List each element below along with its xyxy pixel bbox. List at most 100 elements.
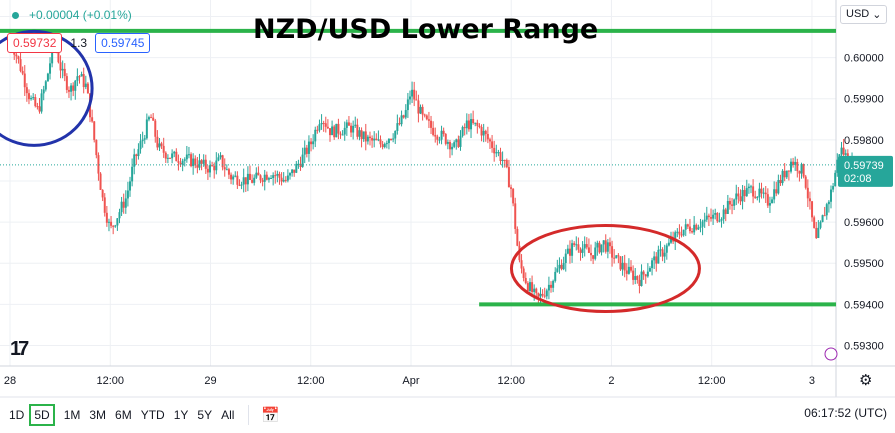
candle — [821, 214, 824, 223]
candle-body — [516, 228, 519, 246]
candle — [457, 135, 460, 148]
candle-body — [27, 93, 30, 100]
candle — [93, 120, 96, 143]
x-tick-label: 12:00 — [497, 375, 525, 387]
candle-body — [556, 268, 559, 272]
candle — [272, 172, 275, 186]
candle — [520, 254, 523, 274]
range-1y-button[interactable]: 1Y — [173, 408, 189, 422]
candle-body — [743, 189, 746, 197]
tradingview-logo[interactable]: 17 — [10, 338, 29, 360]
gear-icon[interactable]: ⚙ — [859, 372, 873, 389]
candle-body — [394, 130, 397, 139]
candle-body — [590, 252, 593, 256]
candle — [297, 159, 300, 169]
candle-body — [630, 266, 633, 271]
candle — [36, 102, 39, 110]
candle — [539, 287, 542, 305]
candle — [651, 257, 654, 276]
candle — [781, 169, 784, 186]
candle-body — [408, 96, 411, 100]
range-all-button[interactable]: All — [221, 408, 235, 422]
candle-body — [196, 165, 199, 168]
candle-body — [133, 154, 136, 167]
candle-body — [560, 264, 563, 270]
candle — [817, 220, 820, 239]
candle-body — [505, 160, 508, 168]
candle — [665, 243, 668, 260]
range-5d-button[interactable]: 5D — [29, 404, 55, 426]
quote-row: 0.59732 1.3 0.59745 — [7, 33, 151, 53]
candle-body — [154, 120, 157, 137]
candle-body — [651, 260, 654, 269]
candle-body — [261, 180, 264, 182]
candle-body — [796, 161, 799, 172]
candle — [773, 181, 776, 204]
candle-body — [219, 155, 222, 158]
candle — [484, 129, 487, 142]
candle-body — [280, 177, 283, 182]
candle-body — [688, 226, 691, 232]
candle — [602, 240, 605, 253]
sell-price-button[interactable]: 0.59732 — [7, 33, 63, 53]
candle-body — [166, 157, 169, 159]
candle — [190, 152, 193, 168]
candle — [463, 123, 466, 136]
candle-body — [564, 253, 567, 263]
candle — [80, 71, 83, 77]
range-6m-button[interactable]: 6M — [115, 408, 132, 422]
candle — [366, 134, 369, 145]
candle — [678, 224, 681, 240]
x-tick-label: Apr — [402, 375, 419, 387]
candle-body — [766, 194, 769, 206]
candle-body — [232, 176, 235, 180]
range-3m-button[interactable]: 3M — [89, 408, 107, 422]
candle — [777, 174, 780, 195]
candle — [608, 237, 611, 254]
candle-body — [400, 115, 403, 125]
utc-clock[interactable]: 06:17:52 (UTC) — [804, 406, 887, 420]
candle-body — [545, 290, 548, 297]
candle — [248, 165, 251, 181]
candle-body — [636, 276, 639, 280]
candle-body — [731, 204, 734, 206]
candle-body — [173, 151, 176, 154]
candle — [806, 179, 809, 208]
candle — [787, 170, 790, 181]
candle-body — [240, 184, 243, 186]
candle-body — [177, 161, 180, 163]
range-1d-button[interactable]: 1D — [9, 408, 25, 422]
candle-body — [615, 255, 618, 259]
candle — [760, 182, 763, 199]
buy-price-button[interactable]: 0.59745 — [95, 33, 151, 53]
range-1m-button[interactable]: 1M — [63, 408, 81, 422]
candle-body — [293, 169, 296, 173]
candle-body — [305, 147, 308, 154]
candle-body — [358, 130, 361, 137]
candle-body — [91, 117, 94, 122]
candle-body — [771, 199, 774, 204]
range-5y-button[interactable]: 5Y — [197, 408, 213, 422]
candle-body — [110, 221, 113, 226]
x-tick-label: 29 — [204, 375, 216, 387]
range-ytd-button[interactable]: YTD — [140, 408, 165, 422]
candle-body — [617, 255, 620, 257]
candle-body — [684, 224, 687, 230]
candle-body — [829, 189, 832, 202]
candle — [42, 85, 45, 101]
candle — [427, 111, 430, 129]
candle — [34, 94, 37, 108]
candle-body — [200, 160, 203, 164]
candle — [642, 270, 645, 280]
candle — [286, 169, 289, 183]
candle — [554, 267, 557, 283]
candle — [411, 81, 414, 104]
calendar-icon[interactable]: 📅 — [261, 407, 281, 424]
candle-body — [438, 139, 441, 141]
candle-body — [754, 196, 757, 198]
candle — [710, 208, 713, 222]
currency-select[interactable]: USD ⌄ — [840, 5, 888, 24]
candle — [381, 140, 384, 150]
candle-body — [783, 170, 786, 178]
